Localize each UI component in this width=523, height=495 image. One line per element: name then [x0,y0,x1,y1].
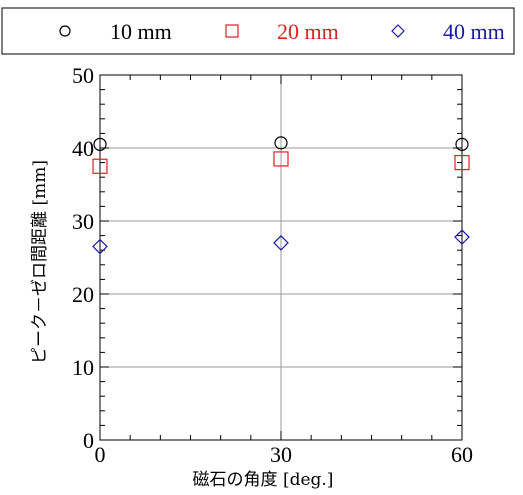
legend-marker-20mm [225,24,239,38]
legend-marker-40mm [391,24,405,38]
legend-items: 10 mm 20 mm 40 mm [59,19,505,44]
x-tick-label: 60 [451,442,473,467]
y-tick-label: 10 [72,355,94,380]
point-20mm [454,155,470,171]
y-tick-label: 50 [72,63,94,88]
legend-label: 40 mm [443,19,505,44]
point-40mm [92,238,108,255]
point-10mm [93,137,107,151]
legend-frame [1,7,515,55]
legend-label: 20 mm [277,19,339,44]
point-40mm [273,235,289,251]
data-points [92,136,470,255]
y-tick-label: 40 [72,136,94,161]
point-40mm [454,229,470,245]
x-tick-label: 0 [95,442,106,467]
point-20mm [92,158,108,174]
point-10mm [274,136,288,150]
y-tick-label: 0 [83,428,94,453]
legend-label: 10 mm [110,19,172,44]
tick-labels: 0 10 20 30 40 50 0 30 60 [72,63,473,467]
ticks [99,74,463,441]
x-tick-label: 30 [270,442,292,467]
plot-area: 0 10 20 30 40 50 0 30 60 [72,63,473,467]
point-20mm [273,151,289,167]
x-axis-label: 磁石の角度 [deg.] [193,470,334,490]
y-tick-label: 30 [72,209,94,234]
legend-marker-10mm [59,25,71,37]
grid [100,75,462,440]
point-10mm [455,137,469,151]
y-axis-label: ピーク－ゼロ間距離 [mm] [30,160,50,364]
legend: 10 mm 20 mm 40 mm [1,7,515,55]
y-tick-label: 20 [72,282,94,307]
